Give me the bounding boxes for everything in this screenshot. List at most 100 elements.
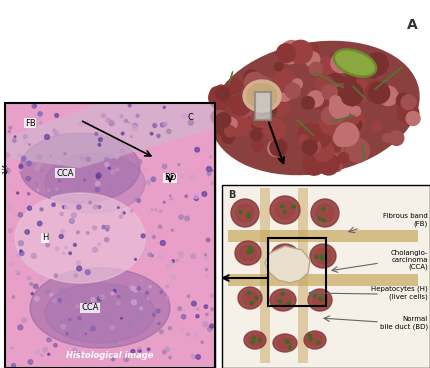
Circle shape	[204, 254, 206, 256]
Ellipse shape	[275, 201, 295, 219]
Circle shape	[133, 287, 138, 292]
Ellipse shape	[276, 248, 294, 264]
Circle shape	[76, 261, 80, 265]
Text: Cholangio-
carcinoma
(CCA): Cholangio- carcinoma (CCA)	[390, 250, 428, 270]
Circle shape	[273, 70, 296, 92]
Circle shape	[159, 225, 162, 229]
Ellipse shape	[336, 52, 374, 75]
Circle shape	[196, 315, 199, 318]
Circle shape	[69, 318, 71, 320]
Circle shape	[130, 210, 133, 212]
Text: Hepatocytes (H)
(liver cells): Hepatocytes (H) (liver cells)	[371, 286, 428, 300]
Circle shape	[250, 250, 253, 253]
Circle shape	[163, 122, 167, 126]
Circle shape	[329, 97, 351, 118]
Circle shape	[95, 132, 98, 135]
Circle shape	[58, 180, 60, 182]
Circle shape	[342, 110, 365, 133]
Circle shape	[369, 82, 390, 103]
Circle shape	[340, 82, 363, 106]
Circle shape	[46, 290, 50, 294]
Circle shape	[285, 83, 300, 99]
Circle shape	[62, 252, 64, 254]
Circle shape	[78, 317, 81, 320]
Polygon shape	[265, 246, 310, 283]
Circle shape	[113, 357, 115, 360]
Text: BD: BD	[164, 173, 176, 183]
Circle shape	[230, 95, 251, 116]
Circle shape	[52, 203, 55, 206]
Circle shape	[6, 169, 10, 173]
Ellipse shape	[312, 293, 328, 307]
Circle shape	[204, 305, 208, 308]
Circle shape	[258, 99, 276, 118]
Circle shape	[248, 107, 270, 129]
Circle shape	[60, 212, 63, 216]
Circle shape	[287, 257, 290, 260]
Circle shape	[270, 139, 287, 156]
Circle shape	[160, 241, 165, 245]
Circle shape	[47, 338, 50, 342]
Circle shape	[70, 219, 74, 223]
Circle shape	[178, 182, 179, 184]
Circle shape	[28, 360, 33, 364]
Circle shape	[109, 185, 112, 188]
Circle shape	[133, 123, 137, 128]
Ellipse shape	[271, 244, 299, 268]
Circle shape	[160, 123, 165, 127]
Circle shape	[166, 286, 168, 288]
Circle shape	[253, 77, 273, 96]
Circle shape	[83, 179, 86, 181]
Circle shape	[215, 85, 228, 98]
Circle shape	[104, 158, 109, 163]
Circle shape	[131, 135, 132, 138]
Circle shape	[101, 114, 105, 118]
Circle shape	[227, 78, 242, 93]
Circle shape	[132, 125, 137, 130]
Circle shape	[191, 301, 196, 306]
Circle shape	[122, 211, 125, 215]
Circle shape	[279, 300, 282, 302]
Circle shape	[333, 84, 350, 100]
Circle shape	[335, 123, 359, 146]
Circle shape	[35, 350, 40, 355]
Ellipse shape	[20, 133, 140, 203]
Circle shape	[320, 255, 323, 258]
Ellipse shape	[308, 334, 322, 346]
Circle shape	[98, 243, 101, 245]
Circle shape	[111, 292, 114, 295]
Circle shape	[307, 44, 319, 56]
Circle shape	[138, 347, 141, 349]
Circle shape	[313, 294, 316, 297]
Circle shape	[236, 98, 255, 117]
Circle shape	[315, 255, 318, 258]
Circle shape	[18, 241, 23, 246]
Text: H: H	[42, 234, 48, 243]
Circle shape	[58, 298, 61, 302]
Circle shape	[369, 68, 378, 78]
Circle shape	[211, 308, 214, 311]
Circle shape	[72, 348, 77, 353]
Circle shape	[77, 205, 81, 209]
Circle shape	[158, 323, 160, 325]
Ellipse shape	[240, 245, 256, 261]
Circle shape	[166, 296, 169, 299]
Circle shape	[349, 114, 359, 124]
Circle shape	[36, 115, 40, 120]
Circle shape	[116, 168, 119, 171]
Circle shape	[135, 258, 136, 260]
Circle shape	[98, 297, 102, 301]
Circle shape	[77, 188, 79, 191]
Circle shape	[57, 175, 59, 177]
Circle shape	[170, 197, 173, 200]
Circle shape	[194, 196, 198, 201]
Circle shape	[313, 141, 334, 162]
Circle shape	[139, 314, 143, 319]
Circle shape	[305, 52, 320, 67]
Circle shape	[50, 293, 52, 296]
Circle shape	[123, 294, 128, 298]
Circle shape	[60, 288, 64, 293]
Circle shape	[111, 326, 114, 329]
Circle shape	[310, 338, 313, 341]
Circle shape	[187, 333, 189, 336]
